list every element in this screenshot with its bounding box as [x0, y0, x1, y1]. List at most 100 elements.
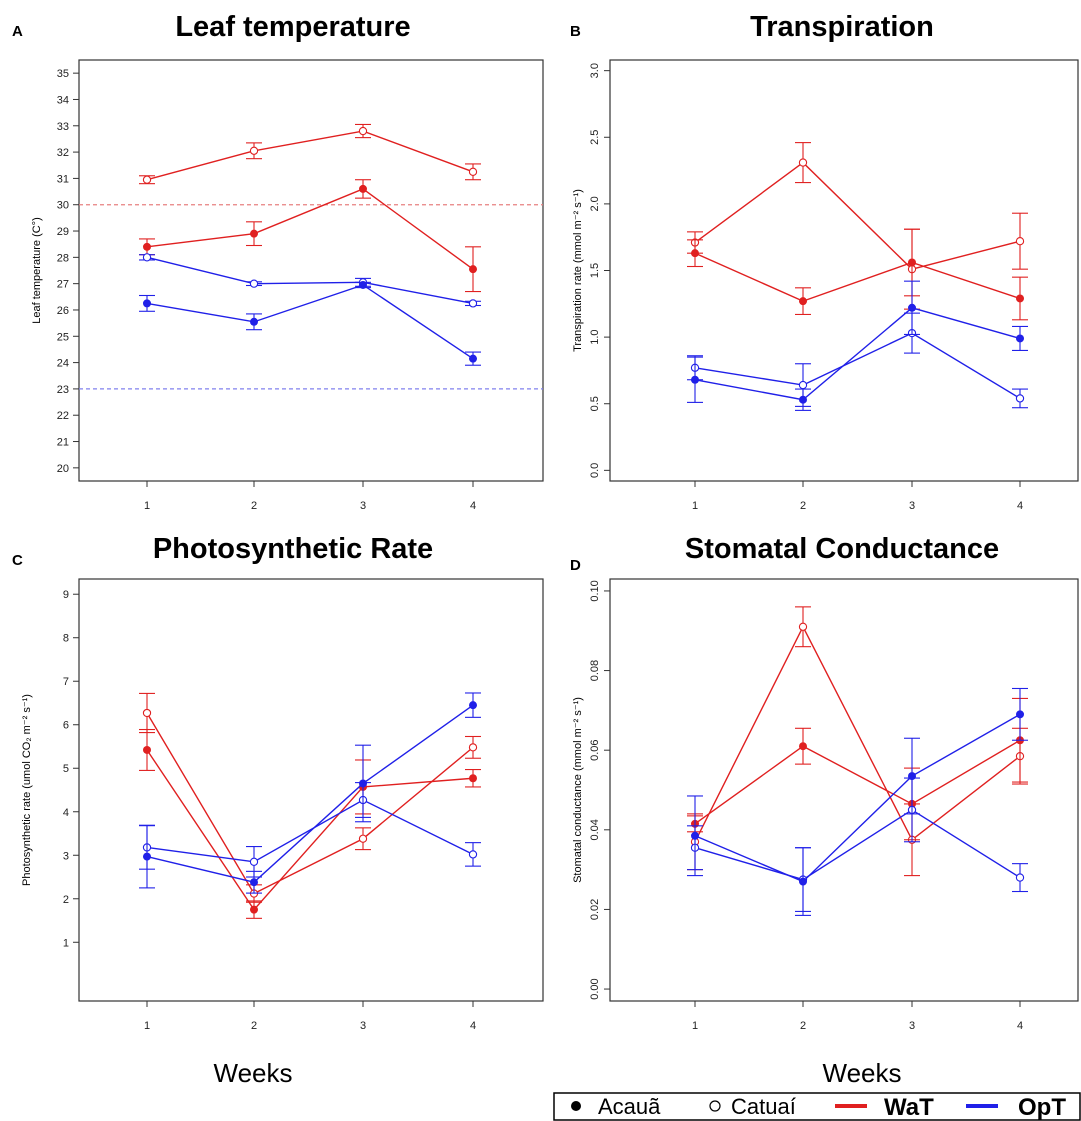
- data-point: [468, 167, 478, 176]
- y-tick-label: 8: [63, 633, 69, 645]
- data-point: [142, 175, 152, 184]
- series-wat-catuai: [139, 123, 481, 185]
- panels-group: A Leaf temperature20212223242526272829303…: [12, 11, 1079, 1032]
- data-point: [691, 249, 699, 258]
- series-line: [694, 713, 1021, 883]
- x-axis-title-right: Weeks: [823, 1058, 902, 1088]
- legend-open-marker: [709, 1100, 721, 1112]
- y-axis-label: Stomatal conductance (mmol m⁻² s⁻¹): [572, 697, 584, 883]
- series-opt-acaua: [687, 687, 1028, 916]
- panel-title: Transpiration: [750, 11, 934, 43]
- y-tick-label: 23: [57, 384, 69, 396]
- data-point: [250, 317, 258, 326]
- data-point: [798, 158, 808, 167]
- series-wat-catuai: [139, 692, 481, 903]
- y-tick-label: 1.0: [589, 329, 601, 344]
- y-tick-label: 34: [57, 94, 69, 106]
- y-tick-label: 6: [63, 720, 69, 732]
- series-line: [146, 704, 474, 883]
- data-point: [358, 126, 368, 136]
- y-tick-label: 1.5: [589, 263, 601, 278]
- x-tick-label: 4: [1017, 1020, 1023, 1032]
- data-point: [469, 701, 477, 710]
- y-tick-label: 31: [57, 173, 69, 185]
- y-tick-label: 32: [57, 147, 69, 159]
- series-wat-acaua: [687, 697, 1028, 841]
- legend-label-opt: OpT: [1018, 1094, 1066, 1121]
- data-point: [143, 242, 151, 251]
- legend-label-wat: WaT: [884, 1094, 934, 1121]
- data-point: [469, 354, 477, 363]
- series-opt-catuai: [139, 782, 481, 878]
- series-line: [146, 188, 474, 270]
- series-opt-catuai: [139, 253, 481, 308]
- data-point: [250, 878, 258, 887]
- y-tick-label: 3: [63, 850, 69, 862]
- x-tick-label: 2: [251, 500, 257, 512]
- y-tick-label: 29: [57, 226, 69, 238]
- y-tick-label: 0.10: [589, 580, 601, 601]
- data-point: [691, 375, 699, 384]
- data-point: [798, 380, 808, 390]
- legend: Acauã Catuaí WaT OpT: [553, 1092, 1081, 1121]
- panel-title: Leaf temperature: [175, 11, 410, 43]
- series-wat-acaua: [139, 179, 481, 293]
- series-line: [146, 749, 474, 911]
- panel-label-d: D: [570, 557, 581, 574]
- series-line: [146, 130, 474, 181]
- data-point: [249, 146, 259, 155]
- y-tick-label: 28: [57, 252, 69, 264]
- y-tick-label: 4: [63, 807, 69, 819]
- x-tick-label: 2: [800, 500, 806, 512]
- series-line: [694, 161, 1021, 270]
- data-point: [250, 229, 258, 238]
- panel-b: B Transpiration 0.0 0.5 1.0 1.5 2.0 2.5 3.0 1 2 3 4 T…: [570, 11, 1079, 512]
- y-tick-label: 24: [57, 358, 69, 370]
- y-tick-label: 30: [57, 200, 69, 212]
- y-tick-label: 20: [57, 463, 69, 475]
- y-axis-label: Photosynthetic rate (umol CO₂ m⁻² s⁻¹): [21, 694, 33, 886]
- data-point: [249, 857, 259, 866]
- plot-frame: [609, 578, 1079, 1002]
- x-tick-label: 2: [800, 1020, 806, 1032]
- y-tick-label: 5: [63, 763, 69, 775]
- data-point: [469, 774, 477, 783]
- data-point: [142, 253, 152, 262]
- y-tick-label: 1: [63, 937, 69, 949]
- x-tick-label: 2: [251, 1020, 257, 1032]
- x-tick-label: 1: [144, 1020, 150, 1032]
- y-tick-label: 0.08: [589, 660, 601, 681]
- panel-a: A Leaf temperature20212223242526272829303…: [12, 11, 544, 512]
- data-point: [359, 779, 367, 788]
- y-tick-label: 26: [57, 305, 69, 317]
- data-point: [1016, 334, 1024, 343]
- panel-label-b: B: [570, 23, 581, 40]
- data-point: [143, 299, 151, 308]
- data-point: [358, 834, 368, 843]
- series-wat-acaua: [139, 728, 481, 919]
- y-tick-label: 0.04: [589, 819, 601, 840]
- y-tick-label: 0.0: [589, 463, 601, 478]
- y-axis-label: Leaf temperature (C°): [31, 217, 43, 324]
- series-opt-acaua: [139, 280, 481, 366]
- data-point: [799, 877, 807, 886]
- data-point: [799, 297, 807, 306]
- series-wat-catuai: [687, 606, 1028, 877]
- data-point: [143, 852, 151, 861]
- data-point: [798, 622, 808, 631]
- data-point: [1015, 394, 1025, 403]
- data-point: [468, 850, 478, 859]
- series-line: [694, 739, 1021, 825]
- y-tick-label: 9: [63, 589, 69, 601]
- plot-frame: [78, 578, 544, 1002]
- y-tick-label: 22: [57, 410, 69, 422]
- data-point: [250, 905, 258, 914]
- series-opt-catuai: [687, 777, 1028, 912]
- series-line: [694, 625, 1021, 843]
- y-tick-label: 27: [57, 279, 69, 291]
- data-point: [1015, 237, 1025, 246]
- x-tick-label: 1: [692, 1020, 698, 1032]
- plot-frame: [78, 59, 544, 482]
- data-point: [799, 395, 807, 404]
